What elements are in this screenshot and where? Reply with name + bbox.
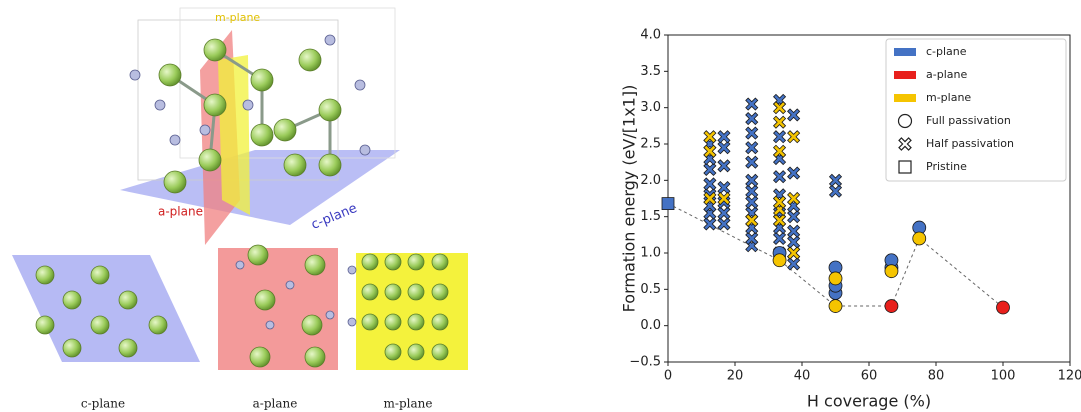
point: [746, 142, 758, 154]
point: [718, 207, 730, 219]
x-tick-label: 80: [928, 369, 945, 384]
legend-label: c-plane: [926, 45, 967, 58]
y-tick-label: 3.0: [640, 100, 661, 115]
crystal-views: [12, 245, 468, 370]
point: [746, 232, 758, 244]
point: [746, 113, 758, 125]
point: [774, 116, 786, 128]
legend-swatch: [894, 94, 916, 102]
point: [704, 178, 716, 190]
point: [788, 109, 800, 121]
caption: a-plane: [253, 397, 298, 411]
legend-label: a-plane: [926, 68, 967, 81]
point: [774, 214, 786, 226]
y-tick-label: 0.5: [640, 282, 661, 297]
legend-label: Full passivation: [926, 114, 1011, 127]
point: [718, 182, 730, 194]
point: [704, 218, 716, 230]
point: [718, 131, 730, 143]
y-tick-label: 2.0: [640, 173, 661, 188]
point: [718, 218, 730, 230]
x-axis-title: H coverage (%): [807, 392, 931, 411]
point: [774, 171, 786, 183]
legend-label: m-plane: [926, 91, 971, 104]
x-tick-label: 120: [1058, 369, 1081, 384]
point: [774, 145, 786, 157]
legend-label: Pristine: [926, 160, 967, 173]
point: [718, 160, 730, 172]
point: [746, 127, 758, 139]
y-tick-label: 3.5: [640, 64, 661, 79]
point: [885, 300, 898, 313]
caption: m-plane: [384, 397, 433, 411]
legend-box: [886, 39, 1066, 181]
point: [830, 185, 842, 197]
point: [773, 254, 786, 267]
x-tick-label: 60: [861, 369, 878, 384]
point: [662, 198, 674, 210]
point: [788, 131, 800, 143]
figure: m-plane a-plane c-plane c-plane a-plane …: [0, 0, 1081, 412]
x-tick-label: 20: [727, 369, 744, 384]
x-tick-label: 40: [794, 369, 811, 384]
legend-swatch: [894, 48, 916, 56]
y-tick-label: 4.0: [640, 28, 661, 43]
a-plane-label: a-plane: [158, 205, 203, 219]
x-tick-label: 100: [991, 369, 1016, 384]
point: [913, 232, 926, 245]
point: [788, 247, 800, 259]
point: [788, 225, 800, 237]
point: [788, 258, 800, 270]
point: [746, 196, 758, 208]
point: [774, 232, 786, 244]
y-tick-label: 2.5: [640, 137, 661, 152]
y-tick-label: −0.5: [629, 355, 661, 370]
y-tick-label: 1.5: [640, 209, 661, 224]
point: [788, 211, 800, 223]
point: [746, 174, 758, 186]
point: [746, 156, 758, 168]
point: [788, 236, 800, 248]
legend-label: Half passivation: [926, 137, 1014, 150]
point: [704, 131, 716, 143]
point: [746, 214, 758, 226]
point: [885, 265, 898, 278]
point: [704, 163, 716, 175]
y-tick-label: 0.0: [640, 318, 661, 333]
point: [774, 131, 786, 143]
point: [829, 272, 842, 285]
point: [746, 185, 758, 197]
point: [774, 196, 786, 208]
point: [997, 301, 1010, 314]
point: [704, 145, 716, 157]
y-axis-title: Formation energy (eV/[1x1]): [620, 85, 639, 313]
point: [788, 167, 800, 179]
caption: c-plane: [81, 397, 125, 411]
point: [746, 98, 758, 110]
point: [830, 174, 842, 186]
point: [718, 142, 730, 154]
point: [774, 102, 786, 114]
point: [788, 193, 800, 205]
m-plane-label: m-plane: [215, 11, 260, 24]
legend-swatch: [894, 71, 916, 79]
y-tick-label: 1.0: [640, 246, 661, 261]
x-tick-label: 0: [664, 369, 672, 384]
chart: −0.5 0.0 0.5 1.0 1.5 2.0 2.5 3.0 3.5 4.0 0 20 40 60 80…: [620, 28, 1081, 411]
point: [829, 300, 842, 313]
